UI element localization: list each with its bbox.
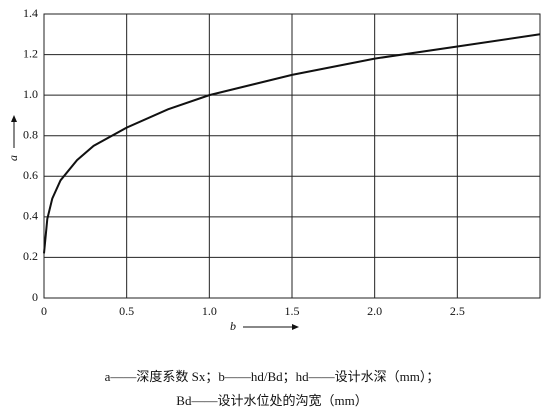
- caption-line: a——深度系数 Sx；b——hd/Bd；hd——设计水深（mm）；: [105, 369, 440, 385]
- y-tick-label: 0.4: [23, 209, 38, 223]
- y-axis-label: a: [6, 155, 20, 161]
- x-tick-label: 0: [41, 304, 47, 318]
- y-tick-label: 1.0: [23, 87, 38, 101]
- data-line: [43, 33, 541, 254]
- y-tick-label: 1.2: [23, 46, 38, 60]
- y-axis-arrowhead: [11, 115, 17, 122]
- y-tick-label: 0.8: [23, 127, 38, 141]
- x-tick-label: 2.0: [367, 304, 382, 318]
- y-tick-label: 0.2: [23, 249, 38, 263]
- caption-line: Bd——设计水位处的沟宽（mm）: [176, 393, 367, 408]
- x-axis-label: b: [230, 319, 236, 333]
- y-tick-label: 1.4: [23, 6, 38, 20]
- x-tick-label: 1.5: [285, 304, 300, 318]
- y-tick-label: 0.6: [23, 168, 38, 182]
- x-tick-label: 0.5: [119, 304, 134, 318]
- y-tick-label: 0: [32, 290, 38, 304]
- x-tick-label: 1.0: [202, 304, 217, 318]
- plot-frame: [43, 13, 541, 299]
- x-tick-label: 2.5: [450, 304, 465, 318]
- x-axis-arrowhead: [292, 324, 299, 330]
